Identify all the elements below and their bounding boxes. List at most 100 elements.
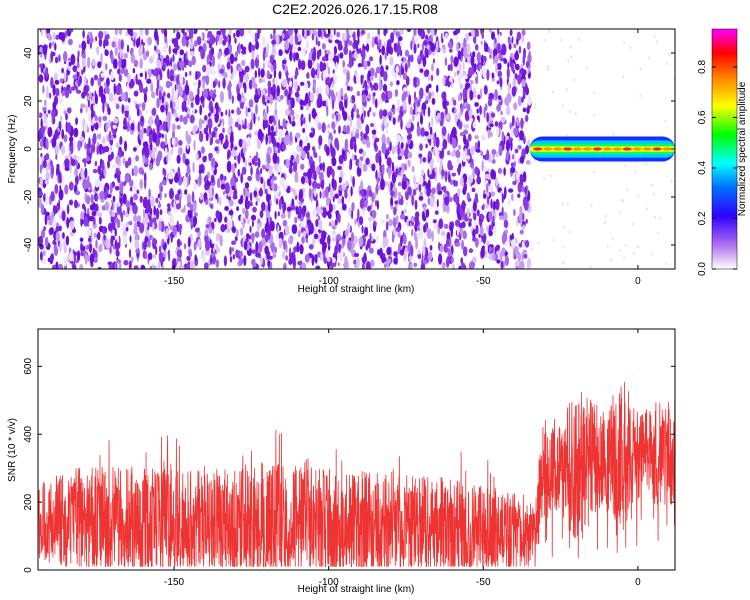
- spectrogram-speckle: [403, 208, 408, 213]
- spectrogram-speckle: [76, 61, 80, 69]
- spectrogram-speckle: [397, 36, 403, 42]
- spectrogram-speckle: [466, 42, 471, 54]
- spectrogram-speckle: [409, 106, 413, 116]
- spectrogram-speckle: [267, 60, 272, 69]
- spectrogram-speckle: [269, 222, 275, 232]
- spectrogram-speckle: [139, 222, 145, 234]
- spectrogram-speckle: [510, 239, 516, 248]
- spectrogram-speckle: [223, 71, 228, 79]
- spectrogram-speckle: [475, 76, 479, 85]
- spectrogram-speckle: [260, 255, 263, 265]
- spectrogram-speckle: [111, 41, 116, 48]
- spectrogram-speckle: [271, 46, 276, 58]
- spectrogram-speckle: [202, 64, 207, 73]
- spectrogram-speckle: [133, 265, 139, 269]
- spectrogram-speckle: [249, 225, 252, 233]
- spectrogram-speckle: [423, 40, 428, 46]
- spectrogram-speckle: [89, 253, 95, 264]
- spectrogram-speckle: [292, 42, 297, 53]
- spectrogram-speckle: [198, 118, 203, 130]
- spectrogram-speckle: [367, 238, 371, 249]
- spectrogram-speckle: [158, 203, 162, 208]
- spectrogram-speckle: [221, 29, 226, 37]
- spectrogram-speckle: [516, 171, 520, 181]
- spectrogram-speckle: [198, 79, 201, 88]
- spectrogram-speckle: [503, 167, 506, 176]
- spectrogram-speckle: [114, 262, 117, 269]
- spectrogram-speckle: [375, 235, 379, 241]
- spectrogram-speckle: [256, 197, 261, 203]
- spectral-line-peak: [602, 147, 612, 151]
- spectrogram-speckle: [383, 70, 388, 82]
- spectrogram-speckle: [171, 105, 174, 115]
- spectrogram-speckle: [307, 227, 311, 236]
- spectrogram-speckle: [224, 138, 229, 149]
- spectrogram-speckle: [308, 51, 313, 61]
- spectrogram-speckle: [508, 188, 514, 193]
- spectrogram-speckle: [148, 115, 153, 127]
- spectrogram-speckle: [544, 38, 547, 42]
- spectrogram-speckle: [404, 49, 410, 57]
- spectrogram-speckle: [422, 56, 427, 67]
- spectrogram-speckle: [486, 112, 489, 123]
- spectrogram-speckle: [325, 50, 331, 55]
- spectrogram-speckle: [482, 66, 486, 78]
- spectrogram-speckle: [198, 157, 203, 165]
- spectrogram-speckle: [399, 249, 405, 256]
- spectrogram-speckle: [222, 77, 226, 89]
- spectrogram-speckle: [417, 54, 421, 61]
- spectrogram-speckle: [427, 179, 431, 191]
- spectrogram-speckle: [282, 185, 287, 192]
- spectrogram-speckle: [257, 31, 260, 40]
- spectrogram-speckle: [145, 109, 148, 115]
- spectrogram-speckle: [436, 199, 439, 208]
- spectrogram-speckle: [39, 63, 44, 68]
- spectrogram-speckle: [339, 52, 344, 59]
- spectrogram-speckle: [64, 166, 70, 171]
- spectrogram-speckle: [386, 157, 392, 167]
- spectrogram-speckle: [468, 248, 474, 254]
- spectrogram-speckle: [85, 244, 89, 250]
- spectrogram-speckle: [421, 102, 427, 111]
- spectrogram-speckle: [426, 208, 430, 217]
- spectrogram-speckle: [241, 166, 247, 175]
- spectrogram-speckle: [234, 121, 239, 128]
- spectrogram-speckle: [454, 107, 457, 114]
- spectrogram-speckle: [522, 107, 527, 113]
- spectrogram-speckle: [80, 242, 83, 253]
- spectrogram-speckle: [179, 49, 185, 56]
- spectrogram-speckle: [385, 65, 389, 71]
- spectrogram-speckle: [478, 64, 482, 70]
- spectrogram-speckle: [509, 234, 514, 240]
- spectrogram-speckle: [520, 174, 524, 186]
- spectrogram-speckle: [186, 164, 190, 175]
- spectrogram-speckle: [231, 226, 236, 234]
- spectrogram-speckle: [228, 199, 234, 207]
- spectrogram-speckle: [62, 232, 65, 239]
- spectrogram-speckle: [159, 124, 163, 131]
- spectrogram-speckle: [366, 43, 370, 53]
- spectrogram-speckle: [48, 42, 52, 49]
- spectrogram-speckle: [475, 238, 479, 248]
- spectrogram-speckle: [128, 179, 134, 187]
- spectrogram-speckle: [106, 86, 110, 95]
- spectrogram-speckle: [55, 231, 60, 242]
- spectrogram-speckle: [406, 134, 412, 140]
- spectrogram-speckle: [322, 189, 326, 200]
- spectrogram-speckle: [277, 165, 282, 173]
- spectrogram-speckle: [219, 90, 224, 103]
- spectrogram-speckle: [483, 60, 486, 66]
- spectral-line-peak: [652, 147, 662, 151]
- spectrogram-speckle: [356, 118, 362, 129]
- spectrogram-speckle: [155, 114, 160, 127]
- spectrogram-speckle: [366, 140, 371, 148]
- spectrogram-speckle: [445, 238, 451, 247]
- spectrogram-speckle: [266, 217, 269, 228]
- spectrogram-speckle: [133, 90, 139, 97]
- spectrogram-speckle: [183, 204, 186, 213]
- spectrogram-speckle: [172, 129, 175, 141]
- spectrogram-speckle: [492, 153, 495, 159]
- spectrogram-speckle: [69, 251, 74, 262]
- spectrogram-speckle: [341, 95, 344, 101]
- spectrogram-speckle: [449, 224, 454, 231]
